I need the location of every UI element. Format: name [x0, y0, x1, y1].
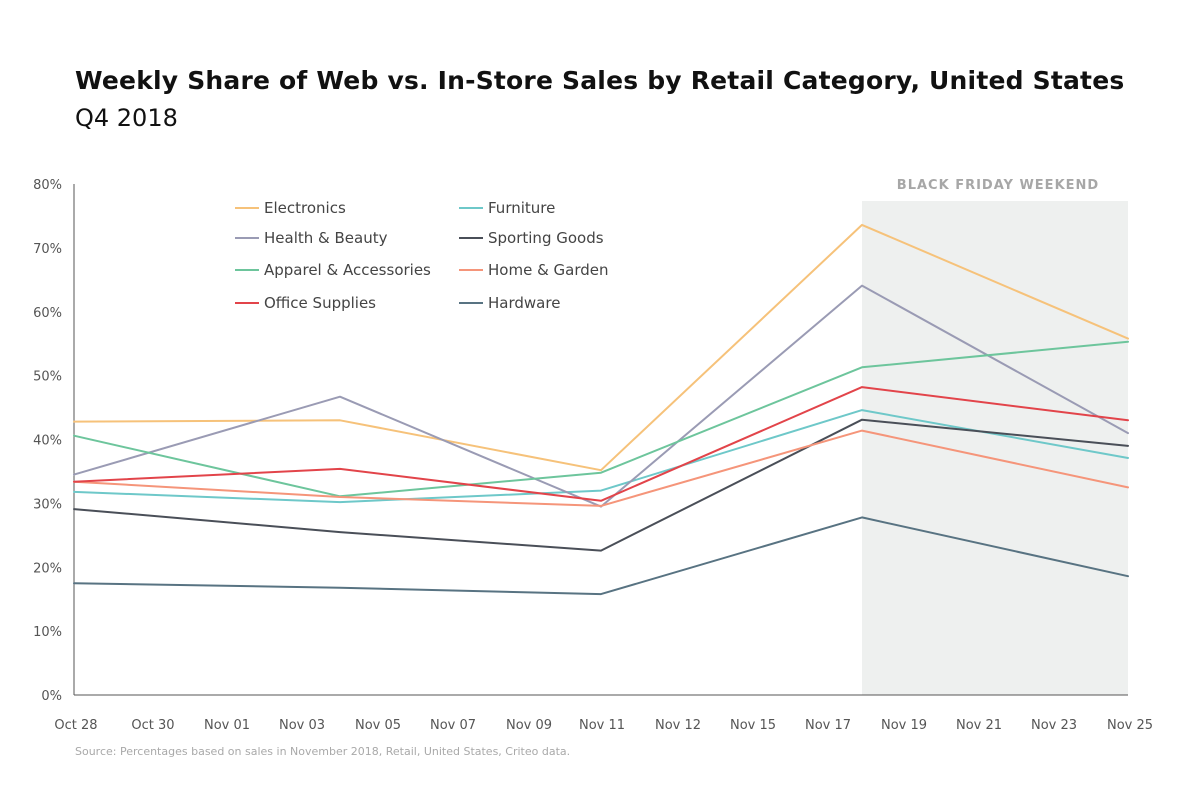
legend-label: Hardware: [488, 294, 560, 312]
legend-label: Apparel & Accessories: [264, 261, 431, 279]
series-line-apparel-accessories: [73, 340, 1129, 498]
y-tick-label: 60%: [33, 306, 62, 321]
x-tick-label: Nov 17: [805, 718, 851, 733]
y-tick-label: 40%: [33, 434, 62, 449]
x-tick-label: Nov 12: [655, 718, 701, 733]
y-tick-label: 10%: [33, 625, 62, 640]
x-tick-label: Nov 21: [956, 718, 1002, 733]
x-tick-label: Nov 05: [355, 718, 401, 733]
highlight-band: [862, 201, 1128, 695]
source-note: Source: Percentages based on sales in No…: [75, 745, 571, 758]
legend-label: Health & Beauty: [264, 229, 388, 247]
y-tick-label: 80%: [33, 178, 62, 193]
x-tick-label: Oct 28: [54, 718, 97, 733]
legend-label: Sporting Goods: [488, 229, 604, 247]
x-tick-label: Nov 25: [1107, 718, 1153, 733]
series-line-sporting-goods: [73, 418, 1129, 552]
series-line-furniture: [73, 409, 1129, 504]
y-tick-label: 0%: [41, 689, 62, 704]
y-tick-label: 20%: [33, 561, 62, 576]
highlight-label: BLACK FRIDAY WEEKEND: [897, 178, 1099, 193]
x-tick-label: Oct 30: [131, 718, 174, 733]
x-tick-label: Nov 01: [204, 718, 250, 733]
legend-label: Office Supplies: [264, 294, 376, 312]
y-tick-label: 50%: [33, 370, 62, 385]
x-tick-label: Nov 03: [279, 718, 325, 733]
legend-label: Home & Garden: [488, 261, 609, 279]
x-tick-label: Nov 15: [730, 718, 776, 733]
y-tick-label: 70%: [33, 242, 62, 257]
series-line-home-garden: [73, 429, 1129, 507]
legend-label: Furniture: [488, 199, 555, 217]
chart-subtitle: Q4 2018: [75, 104, 178, 132]
x-tick-label: Nov 23: [1031, 718, 1077, 733]
x-tick-label: Nov 07: [430, 718, 476, 733]
x-tick-label: Nov 11: [579, 718, 625, 733]
series-line-hardware: [73, 516, 1129, 596]
series-line-electronics: [73, 223, 1129, 472]
series-line-office-supplies: [73, 386, 1129, 502]
x-tick-label: Nov 09: [506, 718, 552, 733]
legend-label: Electronics: [264, 199, 346, 217]
chart-title: Weekly Share of Web vs. In-Store Sales b…: [75, 66, 1125, 95]
x-tick-label: Nov 19: [881, 718, 927, 733]
y-tick-label: 30%: [33, 497, 62, 512]
